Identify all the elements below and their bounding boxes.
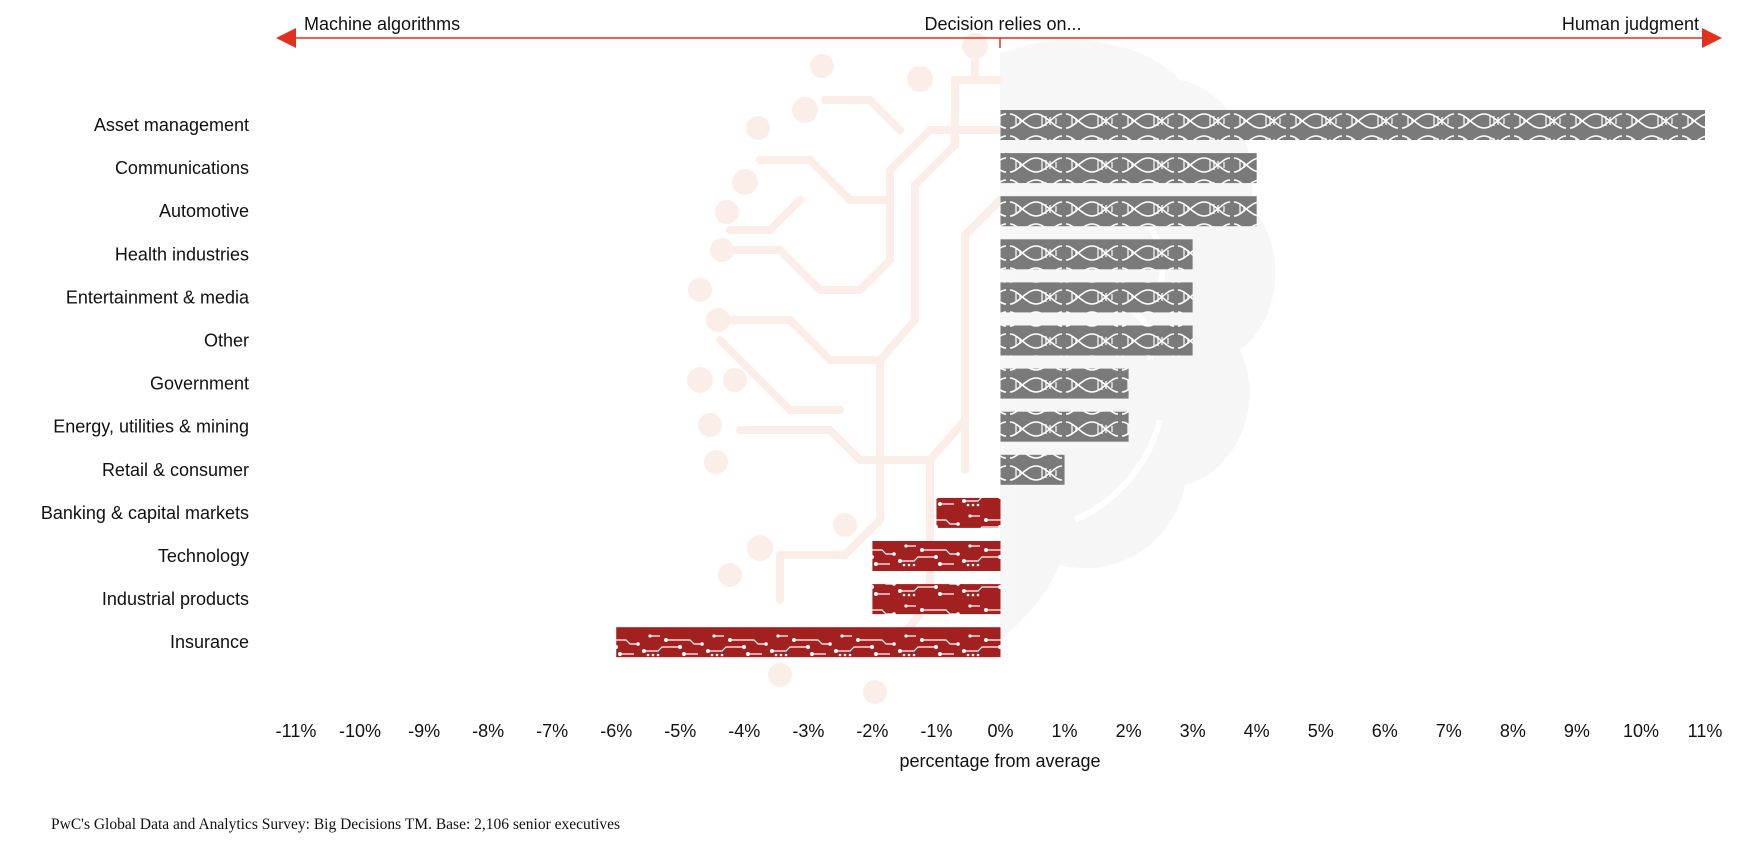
bar-retail-consumer: [1000, 454, 1065, 485]
x-tick-label: 4%: [1244, 721, 1270, 741]
bar-asset-management: [1000, 110, 1705, 140]
x-tick-label: 1%: [1052, 721, 1078, 741]
bar-entertainment-media: [1000, 282, 1193, 313]
bar-industrial-products: [872, 584, 1001, 615]
bar-energy-utilities-mining: [1000, 411, 1129, 442]
category-label-communications: Communications: [115, 158, 249, 178]
category-label-automotive: Automotive: [159, 201, 249, 221]
right-arrow-head-icon: [1702, 28, 1722, 48]
source-note: PwC's Global Data and Analytics Survey: …: [51, 816, 621, 833]
header-right-label: Human judgment: [1562, 14, 1699, 34]
x-tick-label: -5%: [664, 721, 696, 741]
x-tick-label: 9%: [1564, 721, 1590, 741]
direction-header: Machine algorithms Decision relies on...…: [276, 14, 1722, 48]
x-tick-label: -1%: [920, 721, 952, 741]
x-tick-label: -8%: [472, 721, 504, 741]
bar-banking-capital-markets: [936, 497, 1001, 528]
bar-technology: [872, 541, 1001, 571]
x-tick-label: 11%: [1688, 721, 1723, 741]
category-label-industrial-products: Industrial products: [102, 589, 249, 609]
category-label-banking-capital-markets: Banking & capital markets: [41, 503, 249, 523]
category-label-technology: Technology: [158, 546, 249, 566]
x-tick-label: 6%: [1372, 721, 1398, 741]
bar-insurance: [616, 627, 1001, 658]
category-labels: Asset management Communications Automotive…: [41, 115, 250, 652]
category-label-asset-management: Asset management: [94, 115, 249, 135]
category-label-other: Other: [204, 331, 249, 351]
x-tick-label: 0%: [987, 721, 1013, 741]
bars: [616, 110, 1705, 658]
bar-health-industries: [1000, 239, 1193, 270]
x-tick-label: 8%: [1500, 721, 1526, 741]
x-tick-label: 5%: [1308, 721, 1334, 741]
x-tick-label: -7%: [536, 721, 568, 741]
category-label-health-industries: Health industries: [115, 244, 249, 264]
category-label-entertainment-media: Entertainment & media: [66, 287, 250, 307]
circuit-watermark: [716, 46, 1004, 644]
x-tick-label: -4%: [728, 721, 760, 741]
category-label-retail-consumer: Retail & consumer: [102, 460, 249, 480]
x-tick-label: -2%: [856, 721, 888, 741]
category-label-insurance: Insurance: [170, 632, 249, 652]
x-tick-label: -10%: [339, 721, 381, 741]
bar-government: [1000, 368, 1129, 399]
circuit-watermark-dots: [687, 33, 988, 704]
x-tick-label: -9%: [408, 721, 440, 741]
x-tick-label: -6%: [600, 721, 632, 741]
x-tick-label: 2%: [1116, 721, 1142, 741]
left-arrow-head-icon: [276, 28, 296, 48]
x-tick-label: -11%: [276, 721, 317, 741]
x-tick-label: -3%: [792, 721, 824, 741]
category-label-government: Government: [150, 374, 249, 394]
x-tick-label: 3%: [1180, 721, 1206, 741]
header-center-label: Decision relies on...: [924, 14, 1081, 34]
bar-automotive: [1000, 196, 1257, 227]
x-tick-labels: -11% -10% -9% -8% -7% -6% -5% -4% -3% -2% -1% 0% 1% 2…: [276, 721, 1723, 741]
x-axis-title: percentage from average: [899, 751, 1100, 771]
header-left-label: Machine algorithms: [304, 14, 460, 34]
x-tick-label: 10%: [1623, 721, 1659, 741]
category-label-energy-utilities-mining: Energy, utilities & mining: [53, 417, 249, 437]
bar-other: [1000, 325, 1193, 356]
bar-communications: [1000, 153, 1257, 184]
x-tick-label: 7%: [1436, 721, 1462, 741]
